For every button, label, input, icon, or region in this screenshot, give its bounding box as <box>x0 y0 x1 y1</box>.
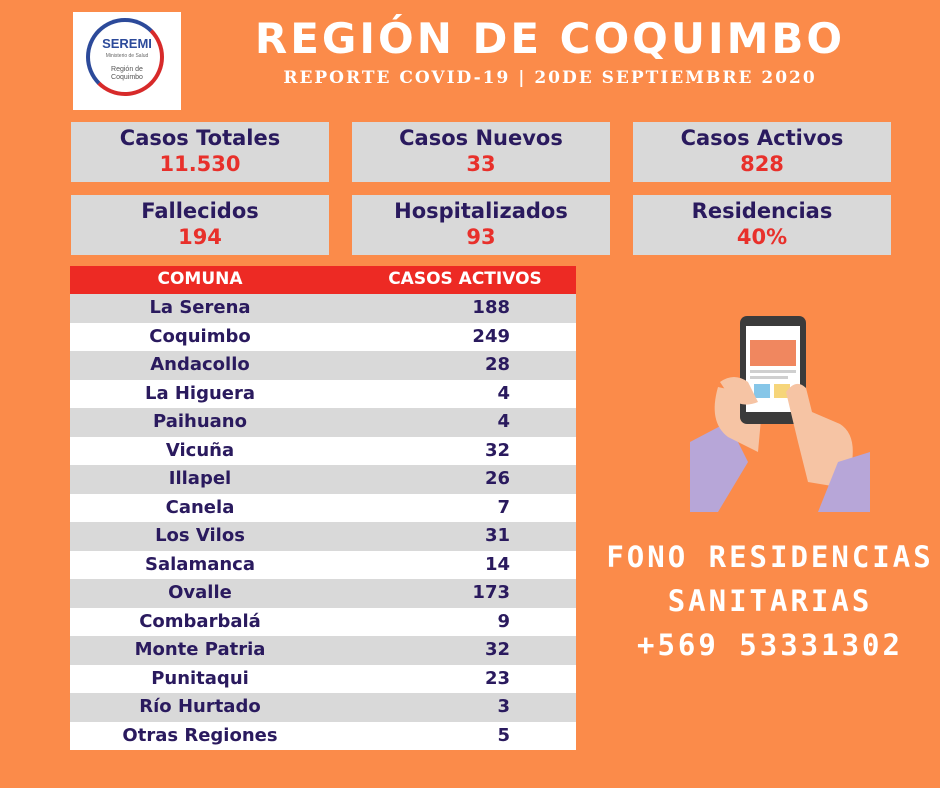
row-comuna: Monte Patria <box>134 639 266 660</box>
table-row: Río Hurtado 3 <box>70 693 576 722</box>
row-casos: 249 <box>472 325 510 347</box>
row-casos: 14 <box>484 553 510 575</box>
stat-label: Casos Nuevos <box>399 126 563 150</box>
table-row: Ovalle 173 <box>70 579 576 608</box>
table-row: La Higuera 4 <box>70 379 576 408</box>
table-row: Andacollo 28 <box>70 351 576 380</box>
table-row: Salamanca 14 <box>70 550 576 579</box>
table-row: Los Vilos 31 <box>70 522 576 551</box>
table-row: Punitaqui 23 <box>70 664 576 693</box>
logo-region: Región de Coquimbo <box>73 66 181 82</box>
stat-hospitalizados: Hospitalizados 93 <box>352 195 610 255</box>
logo-region-line2: Coquimbo <box>111 74 143 81</box>
row-casos: 7 <box>497 496 510 518</box>
row-casos: 5 <box>497 724 510 746</box>
row-casos: 32 <box>484 639 510 660</box>
row-comuna: Canela <box>165 496 235 518</box>
stat-label: Casos Activos <box>680 126 844 150</box>
table-row: Monte Patria 32 <box>70 636 576 665</box>
table-row: Vicuña 32 <box>70 436 576 465</box>
table-row: Paihuano 4 <box>70 408 576 437</box>
row-comuna: Ovalle <box>168 582 232 603</box>
row-comuna: Andacollo <box>150 354 250 375</box>
row-casos: 4 <box>497 411 510 432</box>
stat-casos-activos: Casos Activos 828 <box>633 122 891 182</box>
row-comuna: Otras Regiones <box>122 724 278 746</box>
table-row: Coquimbo 249 <box>70 322 576 351</box>
row-casos: 173 <box>472 582 510 603</box>
stat-value: 11.530 <box>159 152 241 176</box>
row-casos: 28 <box>484 354 510 375</box>
row-comuna: La Serena <box>149 297 251 318</box>
row-comuna: La Higuera <box>144 382 256 404</box>
contact-line2: SANITARIAS <box>667 584 873 618</box>
logo-name: SEREMI <box>102 36 152 51</box>
stat-label: Hospitalizados <box>394 199 568 223</box>
stat-label: Casos Totales <box>119 126 281 150</box>
row-casos: 31 <box>484 525 510 546</box>
row-comuna: Coquimbo <box>149 325 251 347</box>
row-casos: 3 <box>497 696 510 717</box>
row-comuna: Paihuano <box>153 411 247 432</box>
stat-fallecidos: Fallecidos 194 <box>71 195 329 255</box>
logo-ministry: Ministerio de Salud <box>105 53 149 59</box>
page-title: REGIÓN DE COQUIMBO <box>254 14 846 63</box>
stat-label: Fallecidos <box>141 199 259 223</box>
stat-value: 828 <box>740 152 784 176</box>
phone-in-hands-icon <box>690 316 870 512</box>
stat-value: 93 <box>466 225 496 249</box>
stat-value: 33 <box>466 152 496 176</box>
contact-phone: +569 53331302 <box>637 628 903 662</box>
table-row: Combarbalá 9 <box>70 607 576 636</box>
table-header: COMUNA CASOS ACTIVOS <box>70 266 576 294</box>
row-comuna: Combarbalá <box>139 610 261 632</box>
logo-ring-icon <box>86 18 164 96</box>
page-subtitle: REPORTE COVID-19 | 20DE SEPTIEMBRE 2020 <box>283 68 817 88</box>
header-comuna: COMUNA <box>157 269 243 289</box>
row-comuna: Illapel <box>168 468 232 489</box>
table-row: La Serena 188 <box>70 294 576 323</box>
table-row: Canela 7 <box>70 493 576 522</box>
header-casos-activos: CASOS ACTIVOS <box>388 269 542 289</box>
seremi-logo: SEREMI Ministerio de Salud Región de Coq… <box>73 12 181 110</box>
stat-label: Residencias <box>691 199 833 223</box>
row-comuna: Río Hurtado <box>139 696 261 717</box>
stat-value: 40% <box>736 225 788 249</box>
row-casos: 23 <box>484 667 510 689</box>
row-casos: 9 <box>497 610 510 632</box>
stat-casos-totales: Casos Totales 11.530 <box>71 122 329 182</box>
logo-region-line1: Región de <box>111 66 143 73</box>
row-casos: 188 <box>472 297 510 318</box>
row-comuna: Los Vilos <box>155 525 245 546</box>
row-comuna: Punitaqui <box>151 667 249 689</box>
table-row: Otras Regiones 5 <box>70 721 576 750</box>
table-row: Illapel 26 <box>70 465 576 494</box>
comunas-table: COMUNA CASOS ACTIVOS La Serena 188 Coquimb… <box>70 266 576 750</box>
row-casos: 26 <box>484 468 510 489</box>
contact-info: FONO RESIDENCIAS SANITARIAS +569 5333130… <box>600 535 940 667</box>
stat-value: 194 <box>178 225 222 249</box>
stat-residencias: Residencias 40% <box>633 195 891 255</box>
table-body: La Serena 188 Coquimbo 249 Andacollo 28 La Hig… <box>70 294 576 750</box>
contact-line1: FONO RESIDENCIAS <box>606 540 934 574</box>
row-casos: 4 <box>497 382 510 404</box>
stat-casos-nuevos: Casos Nuevos 33 <box>352 122 610 182</box>
row-comuna: Salamanca <box>145 553 255 575</box>
row-casos: 32 <box>484 439 510 461</box>
row-comuna: Vicuña <box>165 439 235 461</box>
